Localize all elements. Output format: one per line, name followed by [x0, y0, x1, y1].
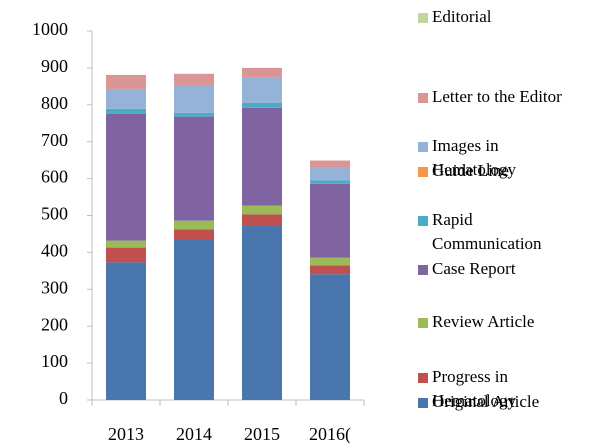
y-tick-label: 400: [41, 241, 68, 261]
legend-swatch: [418, 216, 428, 226]
bar-segment: [106, 74, 146, 89]
legend-line: Images in: [432, 136, 499, 155]
bar-segment: [242, 205, 282, 215]
legend-label: Rapid Communication: [432, 210, 542, 253]
legend-swatch: [418, 265, 428, 275]
bar-segment: [106, 88, 146, 109]
legend-label: Images in Hematology: [432, 136, 517, 179]
legend-label: Case Report: [432, 259, 516, 278]
bar-segment: [310, 183, 350, 258]
legend-label: Guide Line: [432, 161, 509, 180]
legend-line: Letter to the Editor: [432, 87, 562, 106]
y-tick-label: 200: [41, 314, 68, 334]
legend-swatch: [418, 13, 428, 23]
legend-line: Review Article: [432, 312, 534, 331]
legend-swatch: [418, 93, 428, 103]
bar-segment: [174, 229, 214, 240]
legend-line: Progress in: [432, 367, 509, 386]
legend-line: Hematology: [432, 160, 517, 179]
y-tick-label: 900: [41, 56, 68, 76]
bar-segment: [174, 239, 214, 400]
y-tick-label: 500: [41, 204, 68, 224]
legend-line: Editorial: [432, 7, 492, 26]
bar-segment: [106, 113, 146, 241]
legend-line: Hematology: [432, 391, 517, 410]
x-tick-label: 2013: [108, 424, 144, 443]
legend-label: Original Article: [432, 392, 539, 411]
legend-swatch: [418, 318, 428, 328]
bar-segment: [106, 108, 146, 114]
bar-segment: [174, 73, 214, 86]
legend-swatch: [418, 398, 428, 408]
y-tick-label: 600: [41, 167, 68, 187]
legend-label: Progress in Hematology: [432, 367, 517, 410]
legend-swatch: [418, 142, 428, 152]
bar-segment: [106, 247, 146, 263]
legend-line: Guide Line: [432, 161, 509, 180]
legend-line: Communication: [432, 234, 542, 253]
x-tick-label: 2016(: [309, 424, 351, 443]
bar-segment: [310, 167, 350, 181]
bar-segment: [242, 214, 282, 226]
y-tick-label: 700: [41, 130, 68, 150]
y-tick-label: 300: [41, 277, 68, 297]
bar-segment: [174, 112, 214, 117]
legend-line: Rapid: [432, 210, 473, 229]
bar-segment: [310, 274, 350, 400]
bar-segment: [242, 225, 282, 400]
legend-swatch: [418, 373, 428, 383]
bar-segment: [242, 67, 282, 78]
bar-segment: [174, 85, 214, 113]
bar-segment: [242, 107, 282, 206]
bar-segment: [106, 262, 146, 400]
y-tick-label: 800: [41, 93, 68, 113]
bar-segment: [106, 240, 146, 248]
legend-label: Letter to the Editor: [432, 87, 562, 106]
legend-label: Editorial: [432, 7, 492, 26]
y-tick-label: 1000: [32, 19, 68, 39]
bar-segment: [310, 180, 350, 184]
bar-segment: [310, 257, 350, 266]
legend-label: Review Article: [432, 312, 534, 331]
bar-segment: [174, 220, 214, 230]
bar-segment: [242, 102, 282, 108]
bar-segment: [310, 265, 350, 275]
x-tick-label: 2014: [176, 424, 212, 443]
y-tick-label: 100: [41, 351, 68, 371]
bar-segment: [310, 160, 350, 168]
legend-swatch: [418, 167, 428, 177]
bar-segment: [174, 116, 214, 221]
bar-segment: [242, 77, 282, 103]
y-tick-label: 0: [59, 388, 68, 408]
x-tick-label: 2015: [244, 424, 280, 443]
legend-line: Original Article: [432, 392, 539, 411]
legend-line: Case Report: [432, 259, 516, 278]
